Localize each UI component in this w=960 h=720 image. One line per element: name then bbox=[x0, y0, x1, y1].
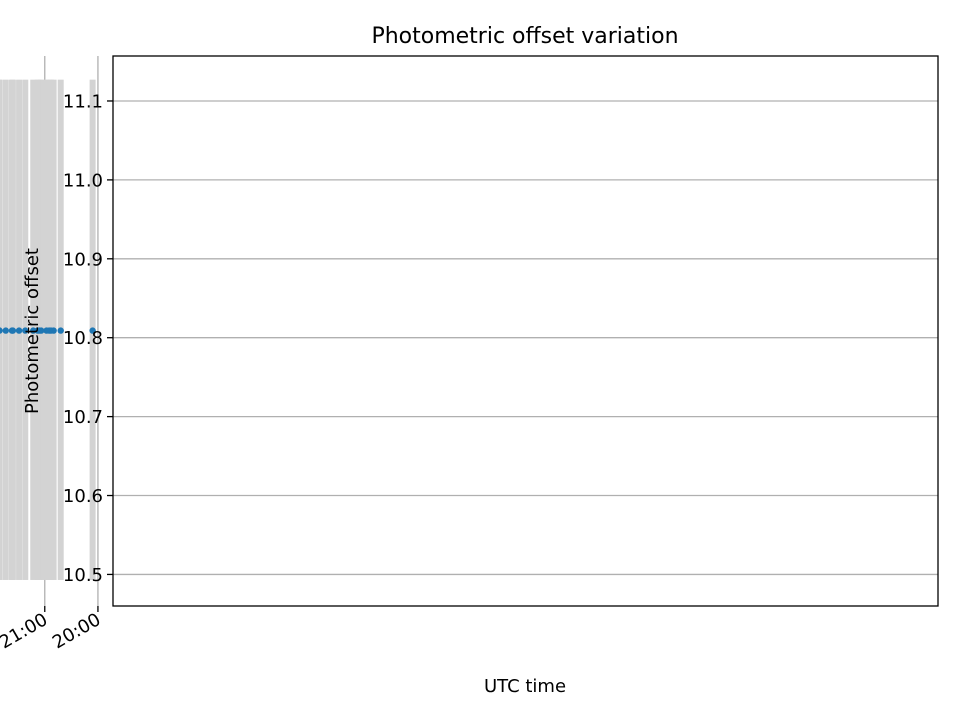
y-tick-label: 10.9 bbox=[63, 249, 103, 270]
data-point bbox=[0, 327, 2, 334]
data-point bbox=[2, 327, 9, 334]
data-point bbox=[57, 327, 64, 334]
data-point bbox=[89, 327, 96, 334]
data-point bbox=[22, 327, 29, 334]
data-point bbox=[30, 327, 37, 334]
data-point bbox=[43, 327, 50, 334]
y-tick-label: 11.0 bbox=[63, 170, 103, 191]
data-points bbox=[0, 327, 96, 334]
y-tick-label: 10.5 bbox=[63, 565, 103, 586]
data-point bbox=[8, 327, 16, 334]
y-tick-label: 10.8 bbox=[63, 328, 103, 349]
y-tick-label: 10.6 bbox=[63, 486, 103, 507]
plot-frame bbox=[112, 55, 939, 607]
x-axis-label: UTC time bbox=[484, 676, 566, 697]
y-tick-label: 10.7 bbox=[63, 407, 103, 428]
y-axis-ticks: 10.5 10.6 10.7 10.8 10.9 11.0 11.1 bbox=[63, 91, 113, 586]
y-axis-label: Photometric offset bbox=[22, 248, 43, 414]
chart-title: Photometric offset variation bbox=[371, 24, 678, 49]
data-point bbox=[15, 327, 23, 334]
data-point bbox=[34, 327, 41, 334]
y-tick-label: 11.1 bbox=[63, 91, 103, 112]
